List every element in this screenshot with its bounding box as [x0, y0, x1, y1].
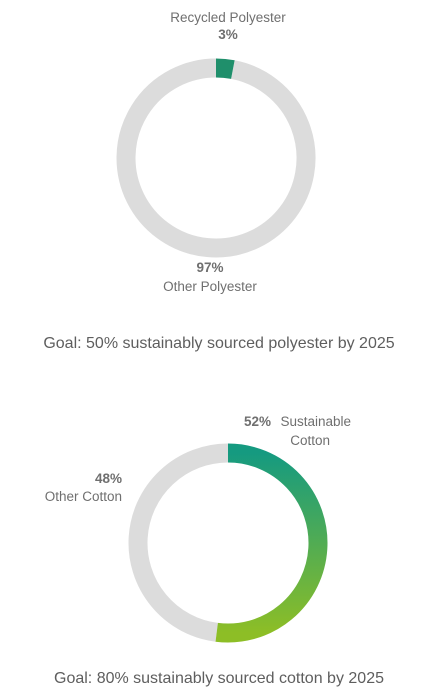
sustainable-cotton-percent: 52%	[244, 414, 271, 429]
other-polyester-label: Other Polyester	[163, 279, 257, 294]
cotton-goal-caption: Goal: 80% sustainably sourced cotton by …	[54, 670, 384, 687]
polyester-goal-caption: Goal: 50% sustainably sourced polyester …	[43, 335, 394, 352]
other-cotton-percent: 48%	[95, 471, 122, 486]
other-cotton-slice	[128, 443, 229, 642]
recycled-polyester-label: Recycled Polyester	[170, 10, 286, 25]
other-polyester-percent: 97%	[196, 260, 223, 275]
other-cotton-label: Other Cotton	[45, 489, 122, 504]
sustainable-cotton-label-line-1: 52% Sustainable	[244, 413, 351, 430]
sustainable-cotton-label-line-2: Cotton	[290, 433, 330, 448]
recycled-polyester-percent: 3%	[218, 27, 238, 42]
cotton-donut-chart: 52% Sustainable Cotton 48% Other Cotton …	[45, 413, 384, 687]
recycled-polyester-slice	[215, 58, 235, 79]
polyester-donut-chart: Recycled Polyester 3% 97% Other Polyeste…	[43, 10, 394, 352]
sustainable-cotton-slice	[215, 443, 328, 643]
other-polyester-slice	[116, 58, 316, 258]
sustainable-cotton-name-1: Sustainable	[280, 414, 351, 429]
